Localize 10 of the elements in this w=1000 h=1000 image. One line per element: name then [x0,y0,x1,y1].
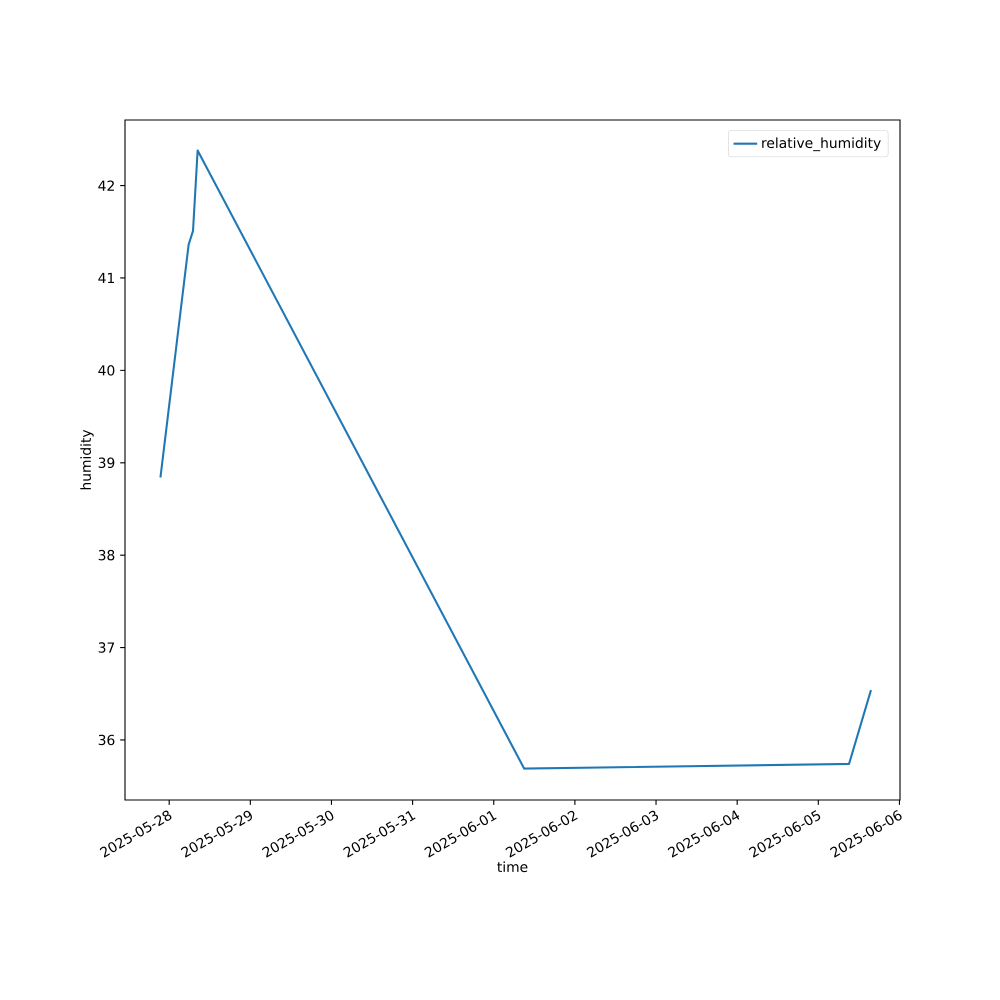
y-tick-label: 41 [98,272,114,284]
y-tick-label: 36 [98,734,114,746]
y-tick-label: 40 [98,365,114,376]
y-tick-label: 37 [98,642,114,653]
y-tick-label: 38 [98,550,114,560]
y-tick-label: 42 [98,180,114,191]
y-axis-title: humidity [80,430,94,490]
y-tick-label: 39 [98,458,114,468]
legend-label: relative_humidity [762,137,881,152]
x-axis-title: time [497,861,528,872]
